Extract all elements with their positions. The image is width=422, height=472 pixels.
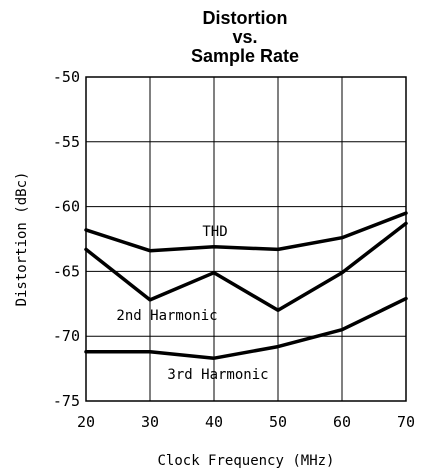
series-label-2nd-harmonic: 2nd Harmonic	[116, 308, 217, 324]
series-line-thd	[84, 211, 408, 253]
series-label-3rd-harmonic: 3rd Harmonic	[167, 367, 268, 383]
x-tick-label-70: 70	[397, 413, 415, 431]
y-tick-label--55: -55	[53, 133, 80, 151]
x-tick-label-20: 20	[77, 413, 95, 431]
chart-title-line-1: Distortion	[203, 8, 288, 28]
series-lines	[84, 211, 408, 360]
chart-title: Distortion vs. Sample Rate	[191, 8, 299, 66]
series-line-2nd-harmonic	[84, 221, 408, 313]
y-tick-label--60: -60	[53, 198, 80, 216]
x-tick-label-50: 50	[269, 413, 287, 431]
x-tick-label-30: 30	[141, 413, 159, 431]
chart-title-line-2: vs.	[232, 27, 257, 47]
x-tick-label-40: 40	[205, 413, 223, 431]
series-line-3rd-harmonic	[84, 296, 408, 360]
x-tick-label-60: 60	[333, 413, 351, 431]
y-axis-label: Distortion (dBc)	[14, 172, 30, 307]
y-tick-label--65: -65	[53, 262, 80, 280]
x-axis-label: Clock Frequency (MHz)	[157, 453, 334, 469]
y-tick-label--50: -50	[53, 68, 80, 86]
y-tick-label--75: -75	[53, 392, 80, 410]
series-label-thd: THD	[202, 224, 227, 240]
tick-labels: 20 30 40 50 60 70 -50 -55 -60 -65 -70 -75	[53, 68, 415, 431]
y-tick-label--70: -70	[53, 327, 80, 345]
plot-frame	[85, 76, 407, 402]
chart-title-line-3: Sample Rate	[191, 46, 299, 66]
